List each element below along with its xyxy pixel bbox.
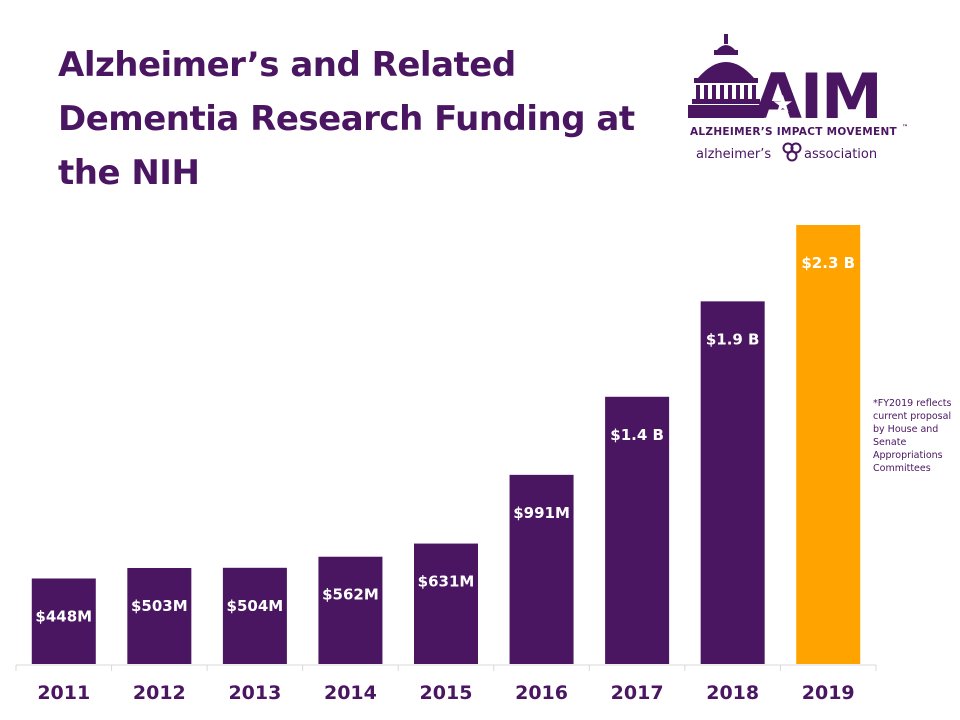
data-label-2018: $1.9 B xyxy=(706,330,760,348)
x-tick-label-2011: 2011 xyxy=(37,682,90,704)
bar-2019 xyxy=(796,225,861,664)
aim-tm: ™ xyxy=(902,124,908,131)
capitol-dome-icon xyxy=(688,34,764,118)
data-label-2011: $448M xyxy=(35,607,92,625)
bar-2016 xyxy=(509,474,574,664)
bars-group: $448M $503M $504M $562M $631M $991M $1.4 B $1.9… xyxy=(31,225,861,664)
partner-name: alzheimer’s xyxy=(696,147,771,162)
data-label-2016: $991M xyxy=(513,504,570,522)
x-tick-label-2012: 2012 xyxy=(133,682,186,704)
bar-2011 xyxy=(31,578,96,664)
data-label-2012: $503M xyxy=(131,597,188,615)
chart-title: Alzheimer’s and Related Dementia Researc… xyxy=(58,45,635,193)
data-label-2014: $562M xyxy=(322,586,379,604)
aim-star-icon: ★ xyxy=(772,90,794,118)
x-axis-ticks xyxy=(15,665,877,671)
data-label-2013: $504M xyxy=(227,597,284,615)
data-label-2015: $631M xyxy=(418,573,475,591)
x-tick-label-2018: 2018 xyxy=(706,682,759,704)
bar-2018 xyxy=(700,301,765,664)
bar-2015 xyxy=(414,543,478,664)
x-tick-label-2016: 2016 xyxy=(515,682,568,704)
bar-2013 xyxy=(222,567,287,664)
footnote: *FY2019 reflects current proposal by Hou… xyxy=(873,398,952,474)
x-tick-label-2014: 2014 xyxy=(324,682,377,704)
aim-logo: AIM ★ ALZHEIMER’S IMPACT MOVEMENT ™ alzh… xyxy=(688,34,908,162)
alz-association-icon xyxy=(782,142,802,162)
data-label-2017: $1.4 B xyxy=(610,426,664,444)
x-tick-label-2017: 2017 xyxy=(611,682,664,704)
x-tick-label-2013: 2013 xyxy=(228,682,281,704)
aim-wordmark: AIM xyxy=(754,60,881,133)
x-axis-labels: 2011 2012 2013 2014 2015 2016 2017 2018 2019 xyxy=(37,682,854,704)
partner-name-2: association xyxy=(804,147,877,162)
bar-2017 xyxy=(605,396,670,664)
bar-2014 xyxy=(318,556,383,664)
data-label-2019: $2.3 B xyxy=(801,254,855,272)
aim-org-name: ALZHEIMER’S IMPACT MOVEMENT xyxy=(690,126,898,138)
x-tick-label-2015: 2015 xyxy=(420,682,473,704)
bar-2012 xyxy=(127,567,192,664)
x-tick-label-2019: 2019 xyxy=(802,682,855,704)
